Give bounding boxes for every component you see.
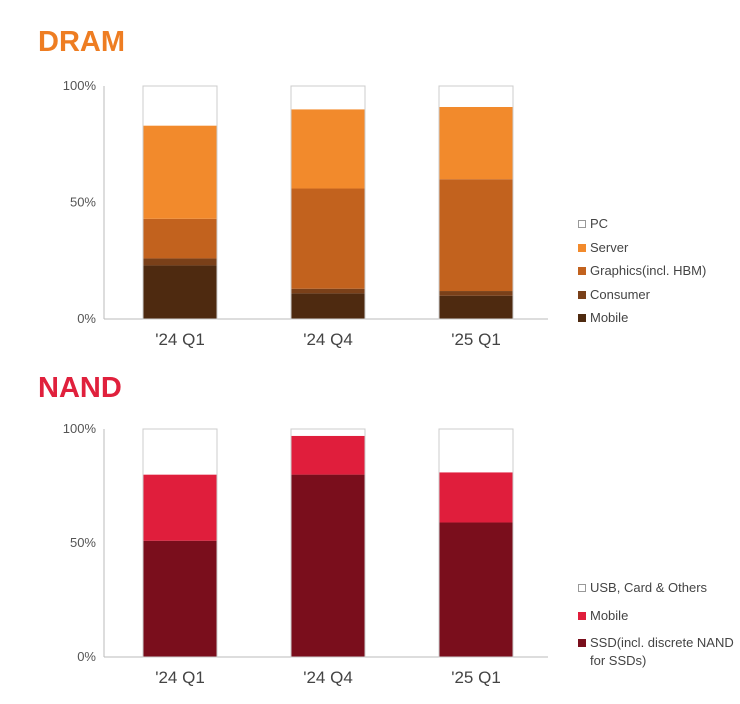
legend-item-pc: PC [578, 215, 706, 233]
legend-swatch [578, 584, 586, 592]
legend-label: Consumer [590, 286, 650, 302]
bar-server [291, 109, 365, 189]
legend-item-usb-card-others: USB, Card & Others [578, 579, 740, 597]
legend-swatch [578, 243, 586, 252]
legend-label: Mobile [590, 607, 629, 623]
x-tick-label: '25 Q1 [451, 668, 501, 687]
y-tick-label: 0% [77, 649, 96, 664]
x-tick-label: '24 Q4 [303, 330, 353, 349]
bar-server [143, 125, 217, 219]
legend-swatch [578, 639, 586, 648]
bar-mobile [439, 295, 513, 319]
legend-swatch [578, 314, 586, 323]
legend-swatch [578, 611, 586, 620]
bar-outline [142, 428, 218, 658]
x-tick-label: '24 Q4 [303, 668, 353, 687]
nand-chart: 0% 50% 100% '24 Q1 '24 Q4 '25 Q1 [63, 421, 548, 687]
x-tick-label: '25 Q1 [451, 330, 501, 349]
bar-mobile [291, 293, 365, 319]
bar-mobile [439, 472, 513, 523]
bar-outline [290, 85, 366, 320]
legend-label: Server [590, 239, 629, 255]
bar-consumer [291, 288, 365, 294]
legend-item-graphics-incl-hbm: Graphics(incl. HBM) [578, 262, 706, 280]
bar-graphics-incl-hbm [291, 188, 365, 289]
y-tick-label: 100% [63, 78, 97, 93]
nand-title: NAND [38, 372, 122, 404]
y-tick-label: 0% [77, 311, 96, 326]
bar-outline [438, 85, 514, 320]
y-tick-label: 100% [63, 421, 97, 436]
legend-label: Graphics(incl. HBM) [590, 263, 707, 279]
legend-item-mobile: Mobile [578, 607, 740, 625]
bar-outline [142, 85, 218, 320]
legend-label: Mobile [590, 310, 629, 326]
bar-pc [439, 86, 513, 107]
legend-swatch [578, 267, 586, 276]
legend-label: PC [590, 216, 609, 231]
bar-mobile [143, 265, 217, 319]
legend-label: SSD(incl. discrete NAND for SSDs) [590, 635, 734, 668]
x-tick-label: '24 Q1 [155, 330, 205, 349]
bar-outline [290, 428, 366, 658]
bar-outline [438, 428, 514, 658]
bar-ssd-incl-discrete-nand-for-ssds [143, 540, 217, 657]
dram-title: DRAM [38, 26, 125, 58]
y-tick-label: 50% [70, 535, 96, 550]
bar-ssd-incl-discrete-nand-for-ssds [439, 522, 513, 657]
legend-item-server: Server [578, 239, 706, 257]
legend-label: USB, Card & Others [590, 580, 708, 595]
bar-mobile [143, 474, 217, 541]
legend-item-ssd-incl-discrete-nand-for-ssds: SSD(incl. discrete NAND for SSDs) [578, 634, 740, 669]
legend-item-consumer: Consumer [578, 286, 706, 304]
x-tick-label: '24 Q1 [155, 668, 205, 687]
bar-usb-card-others [291, 429, 365, 436]
bar-pc [143, 86, 217, 126]
dram-chart: 0% 50% 100% '24 Q1 '24 Q4 '25 Q1 [63, 78, 548, 349]
legend-swatch [578, 290, 586, 299]
bar-consumer [439, 291, 513, 296]
bar-mobile [291, 435, 365, 475]
legend-swatch [578, 220, 586, 228]
bar-usb-card-others [439, 429, 513, 473]
dram-legend: PC Server Graphics(incl. HBM) Consumer Mobil… [578, 215, 706, 333]
bar-graphics-incl-hbm [439, 179, 513, 292]
bar-ssd-incl-discrete-nand-for-ssds [291, 474, 365, 657]
bar-usb-card-others [143, 429, 217, 475]
bar-pc [291, 86, 365, 110]
bar-server [439, 106, 513, 180]
legend-item-mobile: Mobile [578, 309, 706, 327]
nand-legend: USB, Card & Others Mobile SSD(incl. discre… [578, 579, 740, 679]
bar-consumer [143, 258, 217, 266]
y-tick-label: 50% [70, 195, 96, 210]
bar-graphics-incl-hbm [143, 218, 217, 259]
